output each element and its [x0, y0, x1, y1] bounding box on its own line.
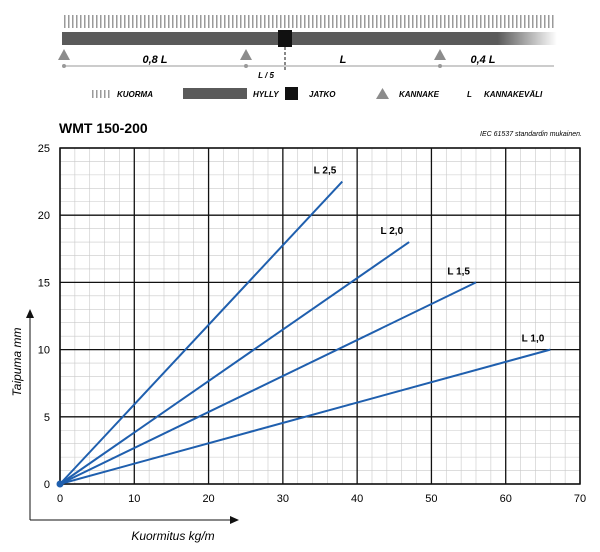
x-tick-label: 20 [202, 493, 214, 505]
legend-symbol-span: L [467, 90, 472, 99]
legend-label-load: KUORMA [117, 90, 153, 99]
deflection-chart: 0 10 20 30 40 50 60 70 0 5 10 15 20 25 L 2,5 L 2,0 L 1… [10, 143, 586, 543]
y-tick-labels: 0 5 10 15 20 25 [38, 143, 50, 491]
segment-label-right: 0,4 L [470, 54, 495, 66]
shelf-bar-icon [183, 88, 247, 99]
y-tick-label: 20 [38, 210, 50, 222]
bracket-triangle-icon [434, 49, 446, 60]
x-axis-label: Kuormitus kg/m [131, 529, 214, 543]
y-tick-label: 5 [44, 412, 50, 424]
series-label: L 1,5 [447, 266, 470, 277]
series-label: L 2,5 [314, 166, 337, 177]
y-tick-label: 10 [38, 345, 50, 357]
series-line [59, 241, 410, 485]
shelf-bar [62, 32, 557, 45]
y-axis-label: Taipuma mm [10, 328, 24, 397]
bracket-triangle-icon [240, 49, 252, 60]
plot-frame [59, 147, 581, 485]
chart-title: WMT 150-200 [59, 120, 148, 136]
legend-label-splice: JATKO [309, 90, 336, 99]
legend-label-bracket: KANNAKE [399, 90, 440, 99]
standard-note: IEC 61537 standardin mukainen. [480, 131, 582, 138]
splice-square-icon [285, 87, 298, 100]
grid-minor [59, 147, 581, 485]
bracket-triangle-icon [58, 49, 70, 60]
legend-label-shelf: HYLLY [253, 90, 279, 99]
dimension-dot [62, 64, 66, 68]
splice-marker [278, 30, 292, 47]
series-line [59, 348, 551, 485]
series-labels: L 2,5 L 2,0 L 1,5 L 1,0 [314, 166, 545, 345]
y-tick-label: 15 [38, 277, 50, 289]
series-label: L 1,0 [522, 334, 545, 345]
legend-label-span: KANNAKEVÄLI [484, 90, 543, 99]
series-line [59, 281, 477, 485]
x-axis-arrowhead [230, 516, 239, 524]
dimension-dot [244, 64, 248, 68]
origin-dot [56, 480, 64, 488]
grid-major [59, 147, 581, 485]
series-label: L 2,0 [381, 226, 404, 237]
y-axis-arrowhead [26, 309, 34, 318]
legend: KUORMA HYLLY JATKO KANNAKE L KANNAKEVÄLI [92, 87, 543, 100]
y-tick-label: 25 [38, 143, 50, 155]
load-hatch [62, 15, 554, 28]
dimension-dot [438, 64, 442, 68]
x-tick-label: 30 [277, 493, 289, 505]
x-tick-label: 70 [574, 493, 586, 505]
bracket-triangle-icon [376, 88, 389, 99]
splice-label: L / 5 [258, 71, 274, 80]
x-tick-label: 40 [351, 493, 363, 505]
series-line [59, 180, 344, 485]
y-tick-label: 0 [44, 479, 50, 491]
segment-label-middle: L [340, 54, 347, 66]
span-diagram: 0,8 L L 0,4 L L / 5 [58, 15, 557, 80]
segment-label-left: 0,8 L [142, 54, 167, 66]
load-hatch-icon [92, 90, 112, 98]
series-lines [59, 180, 551, 485]
x-tick-labels: 0 10 20 30 40 50 60 70 [57, 493, 586, 505]
x-tick-label: 50 [425, 493, 437, 505]
x-tick-label: 10 [128, 493, 140, 505]
x-tick-label: 60 [500, 493, 512, 505]
x-tick-label: 0 [57, 493, 63, 505]
